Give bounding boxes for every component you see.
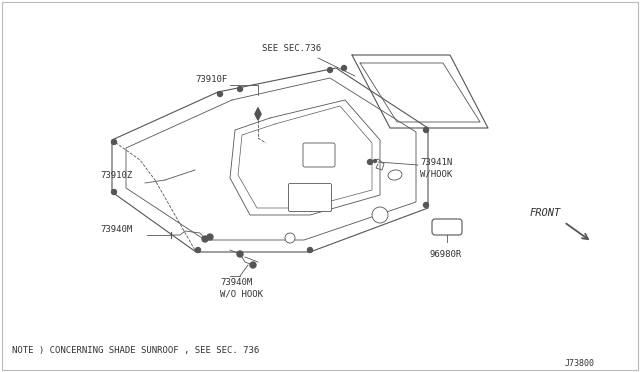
Circle shape bbox=[367, 160, 372, 164]
FancyBboxPatch shape bbox=[289, 183, 332, 212]
Circle shape bbox=[218, 92, 223, 96]
Text: 73940M: 73940M bbox=[100, 225, 132, 234]
Ellipse shape bbox=[388, 170, 402, 180]
Polygon shape bbox=[255, 108, 261, 120]
Circle shape bbox=[195, 247, 200, 253]
Text: 73940M
W/O HOOK: 73940M W/O HOOK bbox=[220, 278, 263, 299]
Circle shape bbox=[372, 207, 388, 223]
Circle shape bbox=[424, 202, 429, 208]
Circle shape bbox=[202, 236, 208, 242]
Text: SEE SEC.736: SEE SEC.736 bbox=[262, 44, 321, 53]
Text: J73800: J73800 bbox=[565, 359, 595, 369]
FancyBboxPatch shape bbox=[303, 143, 335, 167]
Circle shape bbox=[111, 189, 116, 195]
Text: NOTE ) CONCERNING SHADE SUNROOF , SEE SEC. 736: NOTE ) CONCERNING SHADE SUNROOF , SEE SE… bbox=[12, 346, 259, 355]
Text: 73910F: 73910F bbox=[196, 76, 228, 84]
FancyBboxPatch shape bbox=[432, 219, 462, 235]
Circle shape bbox=[374, 160, 376, 163]
Circle shape bbox=[237, 251, 243, 257]
Circle shape bbox=[250, 262, 256, 268]
Circle shape bbox=[285, 233, 295, 243]
Text: FRONT: FRONT bbox=[530, 208, 561, 218]
Circle shape bbox=[237, 87, 243, 92]
Circle shape bbox=[307, 247, 312, 253]
Circle shape bbox=[328, 67, 333, 73]
Text: 73941N
W/HOOK: 73941N W/HOOK bbox=[420, 158, 452, 179]
Circle shape bbox=[342, 65, 346, 71]
Circle shape bbox=[207, 234, 213, 240]
Circle shape bbox=[111, 140, 116, 144]
Circle shape bbox=[424, 128, 429, 132]
Text: 96980R: 96980R bbox=[430, 250, 462, 259]
Text: 73910Z: 73910Z bbox=[100, 170, 132, 180]
